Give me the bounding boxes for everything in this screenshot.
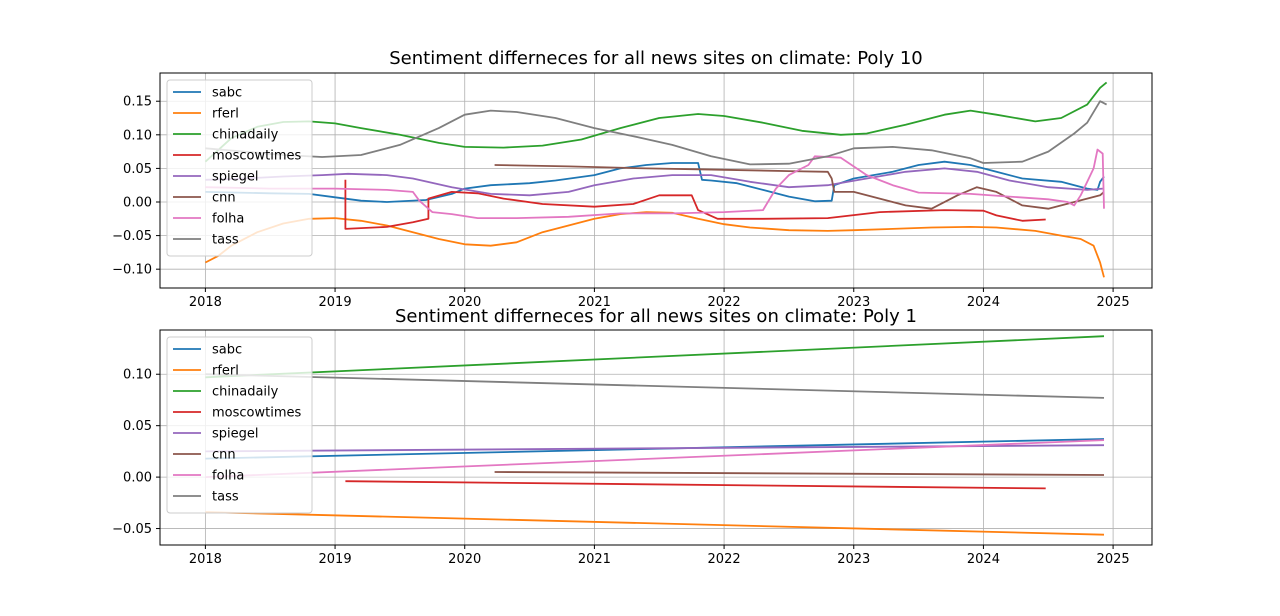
legend-label-moscowtimes: moscowtimes xyxy=(212,149,301,164)
series-line-rferl xyxy=(205,511,1105,536)
legend-label-cnn: cnn xyxy=(212,448,236,463)
y-tick-label: 0.10 xyxy=(123,368,152,383)
series-line-moscowtimes xyxy=(344,179,1046,230)
x-tick-label: 2023 xyxy=(837,295,870,310)
y-tick-label: 0.05 xyxy=(123,162,152,177)
legend-label-tass: tass xyxy=(212,233,239,248)
series-line-tass xyxy=(205,373,1105,399)
series-line-cnn xyxy=(494,164,1105,210)
legend-label-moscowtimes: moscowtimes xyxy=(212,406,301,421)
legend-label-chinadaily: chinadaily xyxy=(212,385,279,400)
plot-frame xyxy=(159,72,1153,289)
y-tick-label: −0.10 xyxy=(112,263,152,278)
legend-label-cnn: cnn xyxy=(212,191,236,206)
legend-label-chinadaily: chinadaily xyxy=(212,128,279,143)
legend-label-spiegel: spiegel xyxy=(212,170,259,185)
chart-1: 2018 2019 2020 2021 2022 2023 2024 2025 0.15 0.10… xyxy=(112,48,1153,310)
y-tick-label: 0.10 xyxy=(123,128,152,143)
x-tick-label: 2025 xyxy=(1097,552,1130,567)
y-tick-label: −0.05 xyxy=(112,522,152,537)
legend-label-sabc: sabc xyxy=(212,343,242,358)
series-line-chinadaily xyxy=(205,335,1105,379)
series-line-folha xyxy=(205,148,1105,220)
y-tick-label: 0.05 xyxy=(123,419,152,434)
x-tick-label: 2021 xyxy=(578,552,611,567)
plot-frame xyxy=(159,329,1153,546)
legend-box xyxy=(166,79,313,257)
legend-label-sabc: sabc xyxy=(212,86,242,101)
series-line-folha xyxy=(205,439,1105,478)
series-line-rferl xyxy=(204,211,1105,278)
chart-2: 2018 2019 2020 2021 2022 2023 2024 2025 0.10 0.05… xyxy=(112,306,1153,567)
series-line-tass xyxy=(205,100,1108,166)
x-tick-label: 2023 xyxy=(837,552,870,567)
legend-label-folha: folha xyxy=(212,469,244,484)
y-tick-label: 0.15 xyxy=(123,95,152,110)
chart-title: Sentiment differneces for all news sites… xyxy=(389,48,922,69)
y-tick-label: 0.00 xyxy=(123,196,152,211)
series-line-moscowtimes xyxy=(345,480,1046,490)
x-tick-label: 2022 xyxy=(708,295,741,310)
x-tick-label: 2020 xyxy=(448,295,481,310)
x-tick-label: 2019 xyxy=(319,552,352,567)
legend-label-rferl: rferl xyxy=(212,364,239,379)
legend-label-folha: folha xyxy=(212,212,244,227)
x-tick-label: 2021 xyxy=(578,295,611,310)
y-tick-label: −0.05 xyxy=(112,229,152,244)
series-line-chinadaily xyxy=(204,81,1108,163)
series-line-spiegel xyxy=(205,167,1103,197)
legend-label-spiegel: spiegel xyxy=(212,427,259,442)
series-line-cnn xyxy=(494,471,1105,476)
x-tick-label: 2024 xyxy=(967,295,1000,310)
x-tick-label: 2025 xyxy=(1097,295,1130,310)
x-tick-label: 2020 xyxy=(448,552,481,567)
chart-title: Sentiment differneces for all news sites… xyxy=(395,306,917,327)
x-tick-label: 2018 xyxy=(189,552,222,567)
x-tick-label: 2024 xyxy=(967,552,1000,567)
series-line-sabc xyxy=(205,160,1105,203)
x-tick-label: 2019 xyxy=(319,295,352,310)
x-tick-label: 2018 xyxy=(189,295,222,310)
y-tick-label: 0.00 xyxy=(123,471,152,486)
x-tick-label: 2022 xyxy=(708,552,741,567)
legend-label-tass: tass xyxy=(212,490,239,505)
legend-box xyxy=(166,336,313,514)
legend-label-rferl: rferl xyxy=(212,107,239,122)
